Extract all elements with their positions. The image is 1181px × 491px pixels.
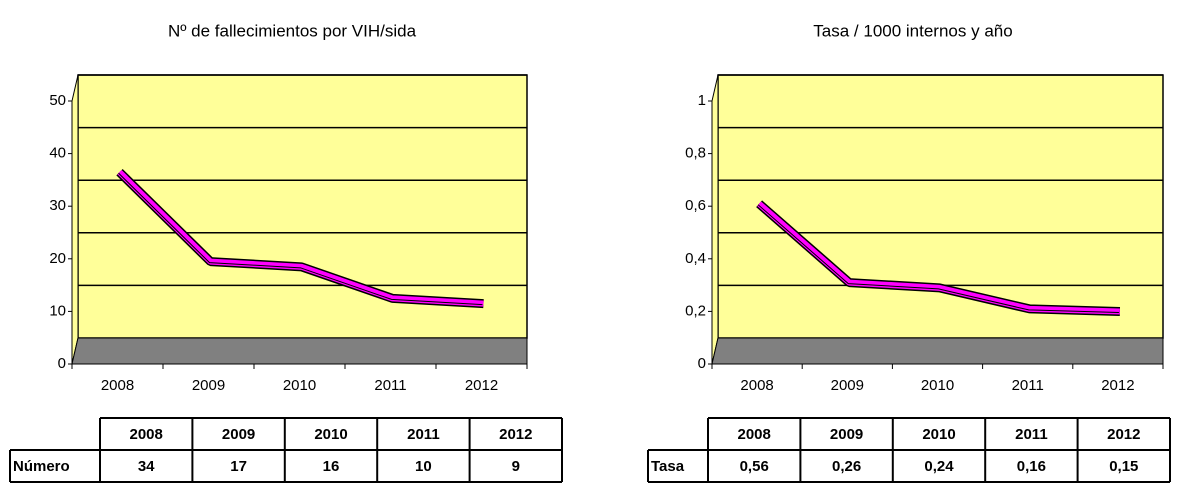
table-value: 0,24 bbox=[924, 458, 954, 475]
table-header: 2011 bbox=[1015, 426, 1048, 443]
y-tick-label: 0,6 bbox=[685, 197, 706, 214]
chart-title: Tasa / 1000 internos y año bbox=[813, 21, 1012, 40]
table-header: 2009 bbox=[830, 426, 863, 443]
x-tick-label: 2009 bbox=[831, 377, 864, 394]
table-value: 10 bbox=[415, 458, 432, 475]
table-row-label: Tasa bbox=[651, 458, 685, 475]
table-header: 2009 bbox=[222, 426, 255, 443]
y-tick-label: 0,4 bbox=[685, 250, 706, 267]
table-value: 17 bbox=[230, 458, 247, 475]
x-tick-label: 2012 bbox=[1101, 377, 1134, 394]
y-tick-label: 10 bbox=[49, 302, 66, 319]
table-header: 2012 bbox=[1107, 426, 1140, 443]
x-tick-label: 2010 bbox=[921, 377, 954, 394]
table-value: 16 bbox=[323, 458, 340, 475]
floor bbox=[711, 337, 1164, 365]
table-header: 2010 bbox=[314, 426, 347, 443]
y-tick-label: 50 bbox=[49, 92, 66, 109]
x-tick-label: 2010 bbox=[283, 377, 316, 394]
y-tick-label: 20 bbox=[49, 250, 66, 267]
line-series bbox=[117, 170, 484, 307]
x-tick-label: 2009 bbox=[192, 377, 225, 394]
table-value: 0,56 bbox=[740, 458, 769, 475]
y-tick-label: 0 bbox=[58, 355, 66, 372]
y-tick-label: 0,2 bbox=[685, 302, 706, 319]
table-row-label: Número bbox=[13, 458, 70, 475]
floor bbox=[71, 337, 528, 365]
table-value: 0,15 bbox=[1109, 458, 1138, 475]
table-header: 2010 bbox=[922, 426, 955, 443]
table-value: 0,16 bbox=[1017, 458, 1046, 475]
y-tick-label: 1 bbox=[698, 92, 706, 109]
x-tick-label: 2011 bbox=[374, 377, 406, 394]
table-value: 0,26 bbox=[832, 458, 861, 475]
table-header: 2008 bbox=[738, 426, 771, 443]
y-tick-label: 0 bbox=[698, 355, 706, 372]
table-value: 9 bbox=[512, 458, 520, 475]
y-tick-label: 30 bbox=[49, 197, 66, 214]
chart-title: Nº de fallecimientos por VIH/sida bbox=[168, 21, 417, 40]
x-tick-label: 2008 bbox=[740, 377, 773, 394]
table-header: 2011 bbox=[407, 426, 440, 443]
table-header: 2012 bbox=[499, 426, 532, 443]
x-tick-label: 2008 bbox=[101, 377, 134, 394]
plot-wall bbox=[717, 74, 1164, 339]
y-tick-label: 0,8 bbox=[685, 145, 706, 162]
side-wall bbox=[711, 74, 719, 365]
table-value: 34 bbox=[138, 458, 155, 475]
x-tick-label: 2012 bbox=[465, 377, 498, 394]
line-series bbox=[757, 201, 1120, 315]
line-edge bbox=[757, 204, 1119, 314]
side-wall bbox=[71, 74, 79, 365]
x-tick-label: 2011 bbox=[1012, 377, 1044, 394]
line-edge bbox=[118, 172, 483, 306]
table-header: 2008 bbox=[130, 426, 163, 443]
y-tick-label: 40 bbox=[49, 145, 66, 162]
